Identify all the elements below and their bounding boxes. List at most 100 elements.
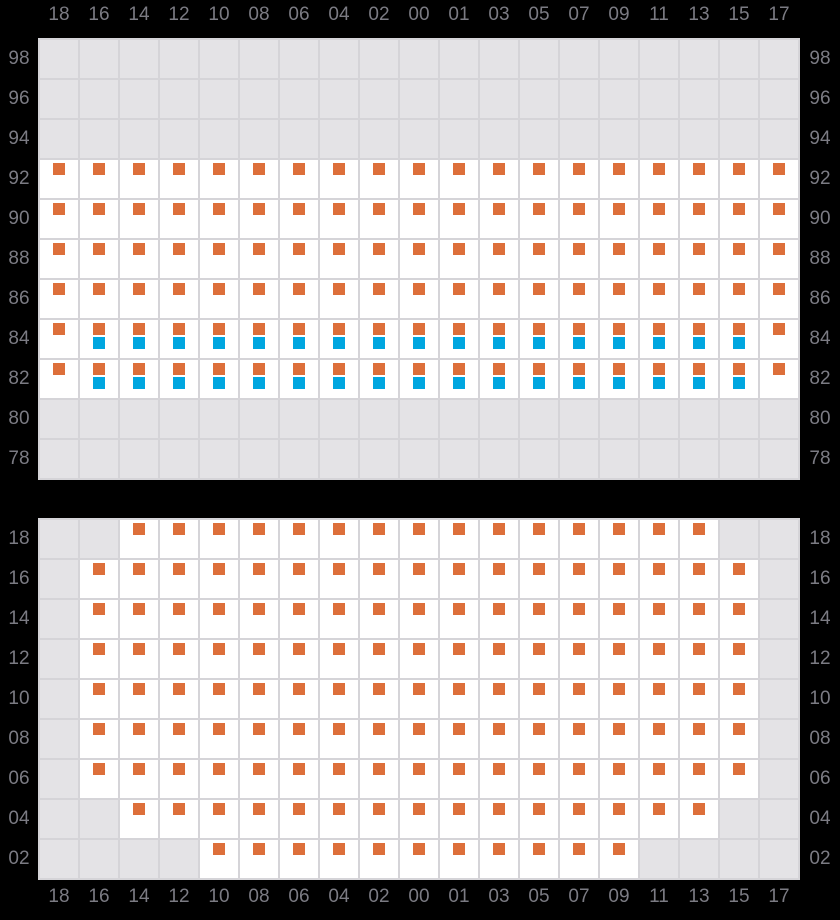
seat-cell[interactable] [200, 840, 238, 878]
seat-cell[interactable] [520, 240, 558, 278]
seat-cell[interactable] [600, 840, 638, 878]
seat-cell[interactable] [480, 520, 518, 558]
seat-cell[interactable] [600, 280, 638, 318]
seat-cell[interactable] [640, 560, 678, 598]
seat-cell[interactable] [600, 720, 638, 758]
seat-cell[interactable] [240, 160, 278, 198]
seat-cell[interactable] [120, 680, 158, 718]
seat-cell[interactable] [720, 760, 758, 798]
seat-cell[interactable] [720, 360, 758, 398]
seat-cell[interactable] [80, 200, 118, 238]
seat-cell[interactable] [360, 720, 398, 758]
seat-cell[interactable] [520, 640, 558, 678]
seat-cell[interactable] [240, 760, 278, 798]
seat-cell[interactable] [520, 720, 558, 758]
seat-cell[interactable] [640, 800, 678, 838]
seat-cell[interactable] [280, 800, 318, 838]
seat-cell[interactable] [240, 320, 278, 358]
seat-cell[interactable] [280, 280, 318, 318]
seat-cell[interactable] [760, 320, 798, 358]
seat-cell[interactable] [80, 640, 118, 678]
seat-cell[interactable] [560, 560, 598, 598]
seat-cell[interactable] [320, 360, 358, 398]
seat-cell[interactable] [560, 840, 598, 878]
seat-cell[interactable] [360, 640, 398, 678]
seat-cell[interactable] [280, 600, 318, 638]
seat-cell[interactable] [520, 840, 558, 878]
seat-cell[interactable] [240, 360, 278, 398]
seat-cell[interactable] [680, 680, 718, 718]
seat-cell[interactable] [680, 800, 718, 838]
seat-cell[interactable] [160, 760, 198, 798]
seat-cell[interactable] [280, 720, 318, 758]
seat-cell[interactable] [680, 200, 718, 238]
seat-cell[interactable] [680, 320, 718, 358]
seat-cell[interactable] [520, 160, 558, 198]
seat-cell[interactable] [120, 280, 158, 318]
seat-cell[interactable] [240, 200, 278, 238]
seat-cell[interactable] [240, 800, 278, 838]
seat-cell[interactable] [320, 560, 358, 598]
seat-cell[interactable] [640, 720, 678, 758]
seat-cell[interactable] [160, 640, 198, 678]
seat-cell[interactable] [360, 200, 398, 238]
seat-cell[interactable] [200, 800, 238, 838]
seat-cell[interactable] [360, 800, 398, 838]
seat-cell[interactable] [720, 640, 758, 678]
seat-cell[interactable] [760, 240, 798, 278]
seat-cell[interactable] [160, 280, 198, 318]
seat-cell[interactable] [320, 200, 358, 238]
seat-cell[interactable] [400, 200, 438, 238]
seat-cell[interactable] [320, 520, 358, 558]
seat-cell[interactable] [480, 160, 518, 198]
seat-cell[interactable] [240, 520, 278, 558]
seat-cell[interactable] [360, 520, 398, 558]
seat-cell[interactable] [560, 240, 598, 278]
seat-cell[interactable] [320, 600, 358, 638]
seat-cell[interactable] [480, 360, 518, 398]
seat-cell[interactable] [360, 600, 398, 638]
seat-cell[interactable] [40, 280, 78, 318]
seat-cell[interactable] [320, 280, 358, 318]
seat-cell[interactable] [560, 360, 598, 398]
seat-cell[interactable] [520, 280, 558, 318]
seat-cell[interactable] [80, 760, 118, 798]
seat-cell[interactable] [200, 240, 238, 278]
seat-cell[interactable] [40, 200, 78, 238]
seat-cell[interactable] [640, 760, 678, 798]
seat-cell[interactable] [120, 520, 158, 558]
seat-cell[interactable] [760, 360, 798, 398]
seat-cell[interactable] [280, 760, 318, 798]
seat-cell[interactable] [440, 240, 478, 278]
seat-cell[interactable] [720, 320, 758, 358]
seat-cell[interactable] [280, 320, 318, 358]
seat-cell[interactable] [320, 720, 358, 758]
seat-cell[interactable] [640, 240, 678, 278]
seat-cell[interactable] [560, 640, 598, 678]
seat-cell[interactable] [80, 160, 118, 198]
seat-cell[interactable] [480, 840, 518, 878]
seat-cell[interactable] [440, 720, 478, 758]
seat-cell[interactable] [640, 520, 678, 558]
seat-cell[interactable] [480, 560, 518, 598]
seat-cell[interactable] [520, 800, 558, 838]
seat-cell[interactable] [160, 680, 198, 718]
seat-cell[interactable] [400, 240, 438, 278]
seat-cell[interactable] [600, 360, 638, 398]
seat-cell[interactable] [560, 160, 598, 198]
seat-cell[interactable] [680, 560, 718, 598]
seat-cell[interactable] [320, 160, 358, 198]
seat-cell[interactable] [240, 600, 278, 638]
seat-cell[interactable] [640, 360, 678, 398]
seat-cell[interactable] [720, 160, 758, 198]
seat-cell[interactable] [200, 520, 238, 558]
seat-cell[interactable] [360, 560, 398, 598]
seat-cell[interactable] [680, 600, 718, 638]
seat-cell[interactable] [120, 640, 158, 678]
seat-cell[interactable] [640, 680, 678, 718]
seat-cell[interactable] [160, 600, 198, 638]
seat-cell[interactable] [400, 320, 438, 358]
seat-cell[interactable] [40, 160, 78, 198]
seat-cell[interactable] [360, 160, 398, 198]
seat-cell[interactable] [320, 320, 358, 358]
